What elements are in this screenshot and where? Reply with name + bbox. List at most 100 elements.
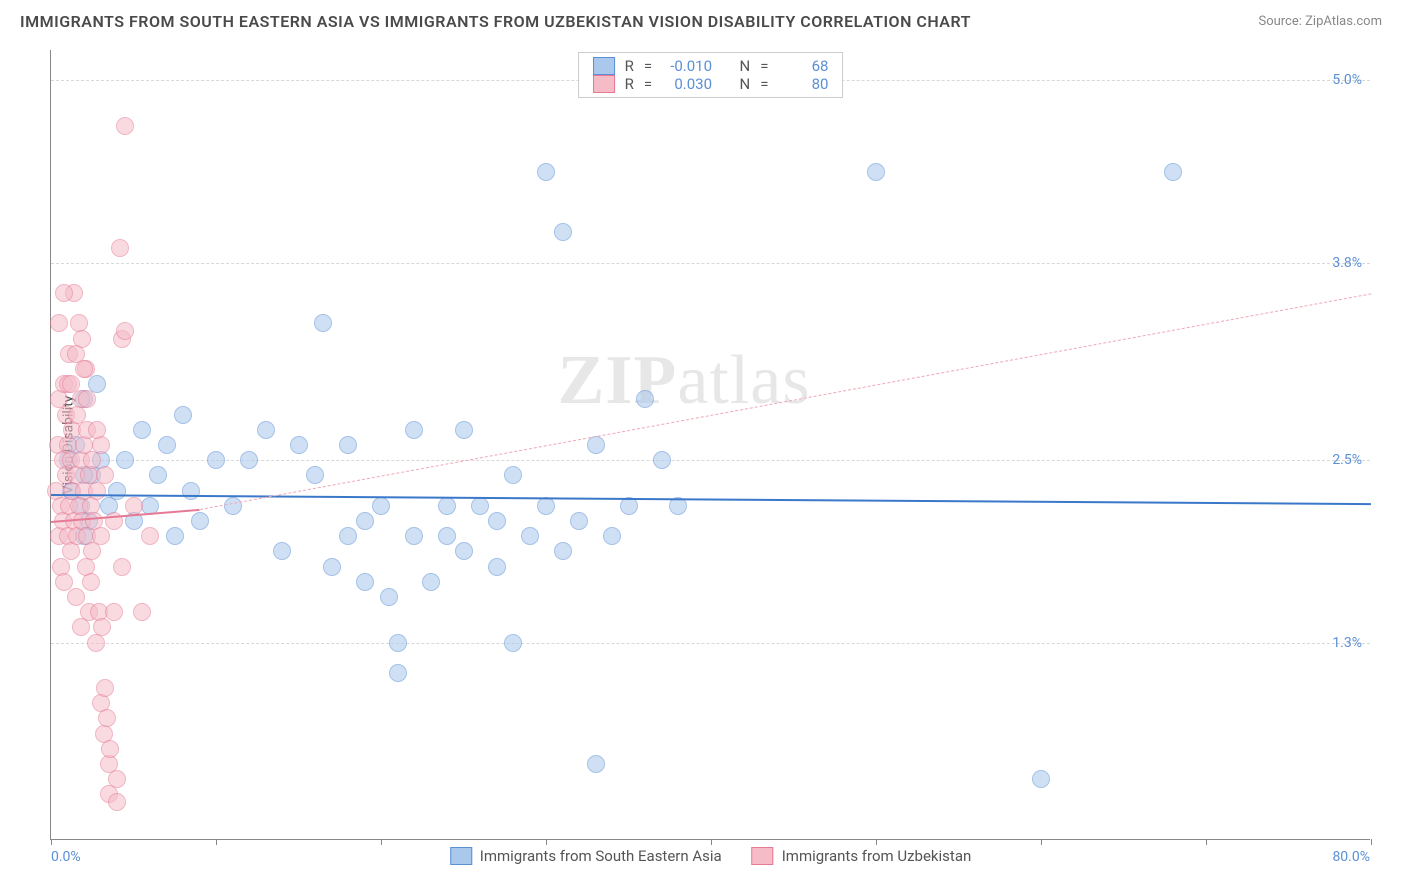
scatter-point-series-0	[174, 406, 192, 424]
scatter-point-series-0	[653, 451, 671, 469]
scatter-point-series-1	[75, 360, 93, 378]
scatter-point-series-0	[149, 466, 167, 484]
scatter-point-series-0	[636, 390, 654, 408]
scatter-point-series-0	[587, 755, 605, 773]
scatter-point-series-1	[67, 588, 85, 606]
scatter-point-series-0	[389, 634, 407, 652]
scatter-point-series-1	[108, 793, 126, 811]
scatter-point-series-0	[537, 163, 555, 181]
gridline-h	[51, 263, 1370, 264]
stats-legend-row-1: R = 0.030 N = 80	[593, 75, 829, 93]
n-value-1: 80	[778, 75, 828, 93]
x-tick	[1371, 839, 1372, 845]
x-tick	[876, 839, 877, 845]
x-axis-min-label: 0.0%	[51, 849, 81, 865]
x-tick	[51, 839, 52, 845]
scatter-point-series-1	[101, 740, 119, 758]
scatter-point-series-1	[92, 527, 110, 545]
scatter-point-series-0	[867, 163, 885, 181]
scatter-point-series-1	[92, 436, 110, 454]
bottom-legend-label-1: Immigrants from Uzbekistan	[782, 847, 972, 865]
scatter-point-series-0	[116, 451, 134, 469]
scatter-point-series-1	[55, 284, 73, 302]
scatter-point-series-0	[257, 421, 275, 439]
scatter-point-series-0	[521, 527, 539, 545]
scatter-point-series-0	[1164, 163, 1182, 181]
swatch-series-1	[593, 75, 615, 93]
swatch-series-0-bottom	[450, 847, 472, 865]
scatter-point-series-0	[224, 497, 242, 515]
scatter-point-series-1	[141, 527, 159, 545]
x-tick	[711, 839, 712, 845]
scatter-point-series-0	[554, 223, 572, 241]
scatter-point-series-0	[471, 497, 489, 515]
scatter-point-series-0	[1032, 770, 1050, 788]
scatter-point-series-1	[96, 679, 114, 697]
plot-area: Vision Disability ZIPatlas R = -0.010 N …	[50, 50, 1370, 840]
bottom-legend-label-0: Immigrants from South Eastern Asia	[480, 847, 722, 865]
scatter-point-series-0	[339, 527, 357, 545]
y-tick-label: 5.0%	[1332, 72, 1362, 88]
r-value-0: -0.010	[662, 57, 712, 75]
scatter-point-series-1	[116, 322, 134, 340]
trend-line-extrapolated	[199, 293, 1371, 510]
scatter-point-series-0	[504, 634, 522, 652]
scatter-point-series-1	[93, 618, 111, 636]
x-tick	[216, 839, 217, 845]
n-label: N	[740, 57, 751, 75]
scatter-point-series-1	[125, 497, 143, 515]
eq-label: =	[644, 57, 652, 75]
chart-title: IMMIGRANTS FROM SOUTH EASTERN ASIA VS IM…	[20, 12, 971, 31]
bottom-legend: Immigrants from South Eastern Asia Immig…	[450, 847, 972, 865]
scatter-point-series-0	[273, 542, 291, 560]
scatter-point-series-0	[422, 573, 440, 591]
eq-label: =	[644, 75, 652, 93]
scatter-point-series-0	[207, 451, 225, 469]
scatter-point-series-0	[306, 466, 324, 484]
eq-label: =	[760, 75, 768, 93]
r-label: R	[625, 57, 634, 75]
scatter-point-series-1	[82, 573, 100, 591]
x-axis-max-label: 80.0%	[1332, 849, 1370, 865]
scatter-point-series-0	[356, 573, 374, 591]
scatter-point-series-1	[111, 239, 129, 257]
scatter-point-series-0	[455, 542, 473, 560]
source-label: Source: ZipAtlas.com	[1258, 14, 1382, 29]
scatter-point-series-0	[372, 497, 390, 515]
scatter-point-series-0	[603, 527, 621, 545]
x-tick	[546, 839, 547, 845]
n-label: N	[740, 75, 751, 93]
swatch-series-0	[593, 57, 615, 75]
scatter-point-series-0	[587, 436, 605, 454]
n-value-0: 68	[778, 57, 828, 75]
y-tick-label: 3.8%	[1332, 255, 1362, 271]
x-tick	[1041, 839, 1042, 845]
scatter-point-series-0	[133, 421, 151, 439]
scatter-point-series-1	[88, 421, 106, 439]
scatter-point-series-0	[191, 512, 209, 530]
scatter-point-series-1	[98, 709, 116, 727]
scatter-point-series-0	[240, 451, 258, 469]
scatter-point-series-1	[108, 770, 126, 788]
x-tick	[1206, 839, 1207, 845]
scatter-point-series-0	[166, 527, 184, 545]
scatter-point-series-0	[504, 466, 522, 484]
scatter-point-series-1	[78, 390, 96, 408]
bottom-legend-item-0: Immigrants from South Eastern Asia	[450, 847, 722, 865]
gridline-h	[51, 643, 1370, 644]
scatter-point-series-0	[323, 558, 341, 576]
scatter-point-series-0	[438, 527, 456, 545]
r-label: R	[625, 75, 634, 93]
scatter-point-series-0	[455, 421, 473, 439]
scatter-point-series-0	[570, 512, 588, 530]
scatter-point-series-1	[50, 314, 68, 332]
scatter-point-series-0	[356, 512, 374, 530]
scatter-point-series-0	[438, 497, 456, 515]
scatter-point-series-0	[405, 421, 423, 439]
scatter-point-series-0	[488, 512, 506, 530]
stats-legend-row-0: R = -0.010 N = 68	[593, 57, 829, 75]
y-tick-label: 1.3%	[1332, 635, 1362, 651]
eq-label: =	[760, 57, 768, 75]
scatter-point-series-0	[389, 664, 407, 682]
swatch-series-1-bottom	[752, 847, 774, 865]
